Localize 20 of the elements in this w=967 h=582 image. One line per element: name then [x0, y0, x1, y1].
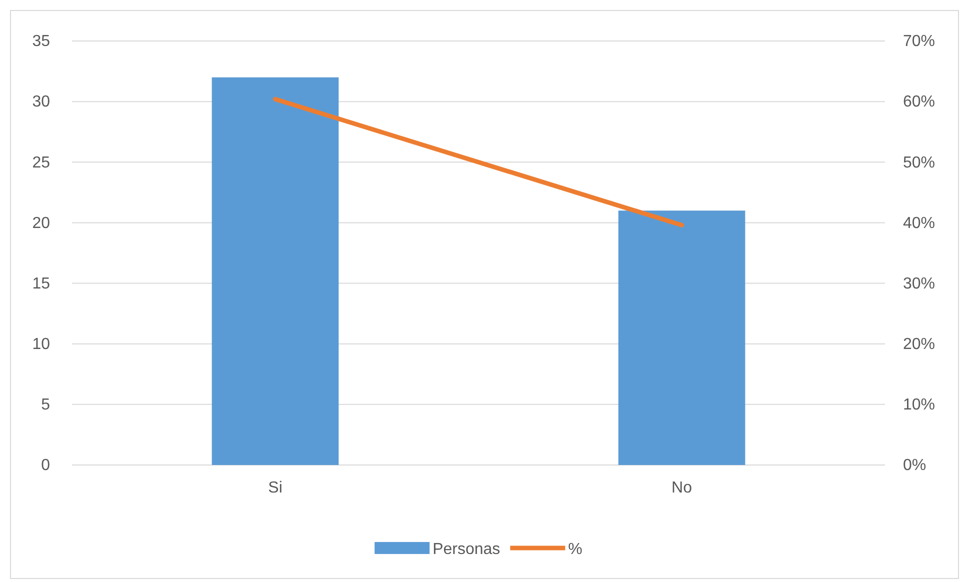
y-tick-label: 25 [32, 154, 50, 172]
y-tick-label: 30 [32, 94, 50, 111]
legend-label: Personas [432, 541, 500, 558]
y-tick-label: 35 [32, 33, 50, 50]
y2-tick-label: 0% [903, 457, 926, 474]
y-tick-label: 20 [32, 214, 50, 232]
y2-tick-label: 60% [903, 94, 936, 111]
legend-label: % [568, 541, 582, 558]
y2-tick-label: 40% [903, 214, 936, 232]
y2-tick-label: 70% [903, 33, 936, 50]
y2-tick-label: 50% [903, 154, 936, 172]
y2-tick-label: 10% [903, 396, 936, 414]
x-tick-label: Si [268, 479, 282, 496]
y2-tick-label: 30% [903, 275, 936, 292]
y-tick-label: 0 [41, 457, 50, 474]
x-tick-label: No [672, 479, 692, 496]
y-tick-label: 10 [32, 336, 50, 353]
y-tick-label: 15 [32, 275, 50, 292]
y2-tick-label: 20% [903, 336, 936, 353]
y-tick-label: 5 [41, 396, 50, 414]
